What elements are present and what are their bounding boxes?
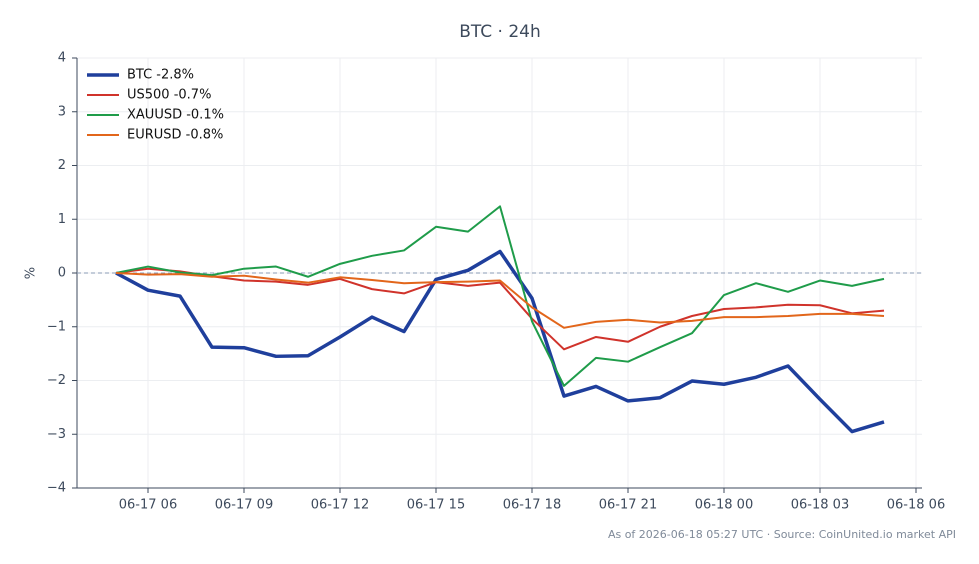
y-tick-label: −1 xyxy=(47,319,66,334)
x-tick-label: 06-17 15 xyxy=(407,498,465,513)
x-tick-label: 06-17 06 xyxy=(119,498,177,513)
series-line xyxy=(115,249,885,434)
y-tick-label: 4 xyxy=(58,51,66,66)
y-axis-label: % xyxy=(24,267,39,279)
y-tick-label: 2 xyxy=(58,158,66,173)
x-tick-label: 06-18 06 xyxy=(887,498,945,513)
chart-title: BTC · 24h xyxy=(459,22,541,42)
legend-label: BTC -2.8% xyxy=(127,68,194,83)
legend-label: EURUSD -0.8% xyxy=(127,128,223,143)
series-line xyxy=(115,205,885,387)
y-tick-label: −3 xyxy=(47,427,66,442)
x-tick-label: 06-17 12 xyxy=(311,498,369,513)
x-tick-label: 06-18 03 xyxy=(791,498,849,513)
y-tick-label: 3 xyxy=(58,104,66,119)
x-tick-label: 06-18 00 xyxy=(695,498,753,513)
x-tick-label: 06-17 18 xyxy=(503,498,561,513)
series-line xyxy=(115,272,885,329)
legend-label: US500 -0.7% xyxy=(127,88,211,103)
x-tick-label: 06-17 09 xyxy=(215,498,273,513)
y-tick-label: 1 xyxy=(58,212,66,227)
series-line xyxy=(115,267,885,351)
x-tick-label: 06-17 21 xyxy=(599,498,657,513)
y-tick-label: −4 xyxy=(47,481,66,496)
y-tick-label: 0 xyxy=(58,266,66,281)
legend-label: XAUUSD -0.1% xyxy=(127,108,224,123)
y-tick-label: −2 xyxy=(47,373,66,388)
footnote: As of 2026-06-18 05:27 UTC · Source: Coi… xyxy=(608,528,956,541)
